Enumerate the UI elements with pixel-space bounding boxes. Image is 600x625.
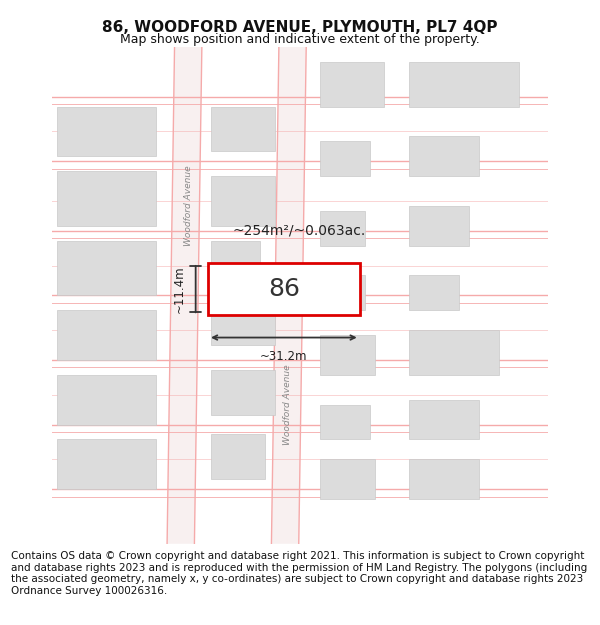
Bar: [56, 171, 156, 226]
Bar: [211, 106, 275, 151]
Bar: [320, 276, 365, 310]
Bar: [211, 305, 275, 345]
Bar: [56, 310, 156, 360]
Bar: [320, 404, 370, 439]
Bar: [409, 399, 479, 439]
Text: ~254m²/~0.063ac.: ~254m²/~0.063ac.: [232, 224, 365, 238]
Bar: [409, 136, 479, 176]
Bar: [211, 434, 265, 479]
Bar: [56, 439, 156, 489]
Bar: [208, 263, 359, 315]
Bar: [211, 241, 260, 286]
Bar: [320, 211, 365, 246]
Text: Woodford Avenue: Woodford Avenue: [283, 364, 292, 445]
Bar: [409, 206, 469, 246]
Bar: [409, 276, 459, 310]
Bar: [56, 106, 156, 156]
Bar: [320, 62, 385, 106]
Text: 86: 86: [268, 277, 300, 301]
Text: ~11.4m: ~11.4m: [173, 265, 186, 313]
Text: Contains OS data © Crown copyright and database right 2021. This information is : Contains OS data © Crown copyright and d…: [11, 551, 587, 596]
Bar: [211, 370, 275, 414]
Bar: [409, 330, 499, 375]
Text: Map shows position and indicative extent of the property.: Map shows position and indicative extent…: [120, 32, 480, 46]
Bar: [56, 241, 156, 295]
Text: ~31.2m: ~31.2m: [260, 350, 308, 363]
Bar: [320, 335, 374, 375]
Bar: [320, 459, 374, 499]
Text: Woodford Avenue: Woodford Avenue: [184, 166, 193, 246]
Bar: [56, 375, 156, 424]
Bar: [211, 176, 275, 226]
Bar: [409, 62, 518, 106]
Polygon shape: [271, 47, 306, 544]
Bar: [409, 459, 479, 499]
Text: 86, WOODFORD AVENUE, PLYMOUTH, PL7 4QP: 86, WOODFORD AVENUE, PLYMOUTH, PL7 4QP: [102, 20, 498, 35]
Polygon shape: [167, 47, 202, 544]
Bar: [320, 141, 370, 176]
